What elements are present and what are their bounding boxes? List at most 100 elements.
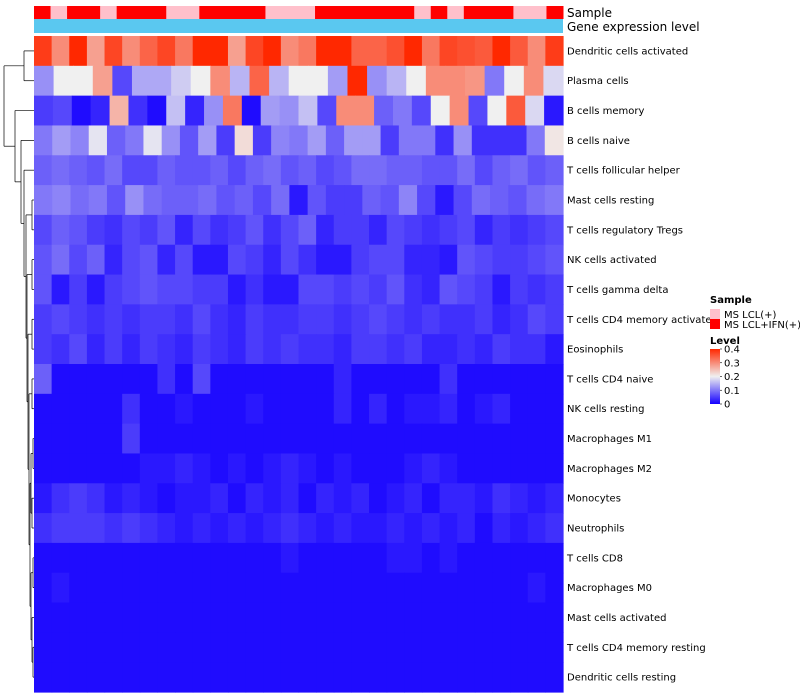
heatmap-cell: [421, 334, 441, 365]
sample-cell: [166, 6, 184, 19]
heatmap-cell: [510, 334, 529, 365]
heatmap-cell: [112, 65, 133, 97]
heatmap-cell: [474, 602, 494, 633]
heatmap-cell: [139, 155, 159, 186]
heatmap-cell: [545, 453, 564, 484]
heatmap-cell: [492, 513, 511, 544]
heatmap-cell: [51, 364, 70, 395]
heatmap-cell: [404, 483, 423, 514]
sample-cell: [199, 6, 217, 19]
heatmap-cell: [439, 513, 458, 544]
heatmap-cell: [245, 662, 264, 693]
heatmap-cell: [245, 542, 264, 574]
sample-cell: [364, 6, 382, 19]
heatmap-cell: [404, 214, 423, 246]
heatmap-cell: [439, 632, 458, 663]
heatmap-cell: [386, 65, 407, 97]
heatmap-cell: [421, 36, 441, 67]
heatmap-cell: [210, 542, 229, 574]
heatmap-cell: [421, 602, 441, 633]
row-label: Eosinophils: [567, 345, 623, 356]
heatmap-cell: [210, 155, 229, 186]
row-label: Dendritic cells resting: [567, 673, 676, 684]
heatmap-cell: [545, 483, 564, 514]
heatmap-cell: [34, 572, 53, 604]
heatmap-cell: [506, 95, 526, 127]
sample-cell: [215, 6, 233, 19]
row-label: Plasma cells: [567, 76, 629, 87]
heatmap-cell: [298, 36, 317, 67]
heatmap-cell: [104, 513, 123, 544]
heatmap-cell: [510, 36, 529, 67]
heatmap-cell: [157, 364, 176, 395]
heatmap-cell: [210, 65, 231, 97]
heatmap-cell: [51, 36, 70, 67]
heatmap-cell: [308, 65, 329, 97]
heatmap-cell: [298, 274, 317, 305]
heatmap-cell: [51, 572, 70, 604]
legend-tick-label: 0.4: [724, 345, 740, 356]
heatmap-cell: [474, 632, 494, 663]
heatmap-cell: [333, 364, 352, 395]
heatmap-cell: [185, 95, 205, 127]
heatmap-cell: [351, 274, 370, 305]
heatmap-cell: [245, 483, 264, 514]
heatmap-cell: [545, 155, 564, 186]
heatmap-cell: [280, 572, 300, 604]
heatmap-cell: [288, 65, 309, 97]
heatmap-cell: [298, 662, 317, 693]
sample-annotation-bar: [34, 6, 564, 19]
heatmap-cell: [192, 214, 211, 246]
heatmap-cell: [143, 185, 163, 216]
heatmap-cell: [227, 364, 247, 395]
heatmap-cell: [69, 423, 88, 455]
heatmap-cell: [279, 95, 300, 127]
heatmap-cell: [106, 185, 126, 216]
sample-cell: [182, 6, 200, 19]
heatmap-cell: [457, 513, 476, 544]
heatmap-cell: [73, 65, 94, 97]
heatmap-cell: [280, 513, 300, 544]
heatmap-cell: [69, 513, 88, 544]
heatmap-cell: [139, 334, 159, 365]
row-label: Macrophages M0: [567, 583, 652, 594]
sample-cell: [546, 6, 564, 19]
heatmap-cell: [398, 125, 418, 156]
heatmap-cell: [492, 423, 511, 455]
heatmap-cell: [222, 95, 243, 127]
heatmap-cell: [457, 542, 476, 574]
heatmap-cell: [234, 125, 254, 156]
heatmap-cell: [439, 483, 458, 514]
heatmap-cell: [86, 274, 106, 305]
heatmap-cell: [210, 334, 229, 365]
heatmap-cell: [404, 632, 423, 663]
heatmap-cell: [69, 274, 88, 305]
heatmap-cell: [474, 453, 494, 484]
heatmap-cell: [344, 185, 363, 216]
sample-cell: [265, 6, 283, 19]
heatmap-cell: [468, 95, 489, 127]
heatmap-cell: [104, 632, 123, 663]
heatmap-cell: [280, 214, 300, 246]
row-label: Mast cells resting: [567, 196, 654, 207]
heatmap-cell: [457, 483, 476, 514]
heatmap-cell: [104, 453, 123, 484]
heatmap-cell: [216, 125, 236, 156]
heatmap-cell: [88, 125, 108, 156]
row-label: B cells naive: [567, 136, 630, 147]
heatmap-cell: [316, 364, 335, 395]
heatmap-cell: [245, 244, 264, 276]
heatmap-cell: [52, 95, 73, 127]
heatmap-cell: [527, 662, 546, 693]
heatmap-cell: [369, 393, 388, 425]
heatmap-cell: [175, 662, 194, 693]
heatmap-cell: [351, 572, 370, 604]
heatmap-cell: [439, 364, 458, 395]
heatmap-cell: [421, 662, 441, 693]
heatmap-cell: [545, 423, 564, 455]
heatmap-cell: [316, 602, 335, 633]
heatmap-cell: [404, 602, 423, 633]
heatmap-cell: [179, 185, 199, 216]
legend-tick-label: 0: [724, 400, 730, 411]
heatmap-cell: [325, 125, 345, 156]
